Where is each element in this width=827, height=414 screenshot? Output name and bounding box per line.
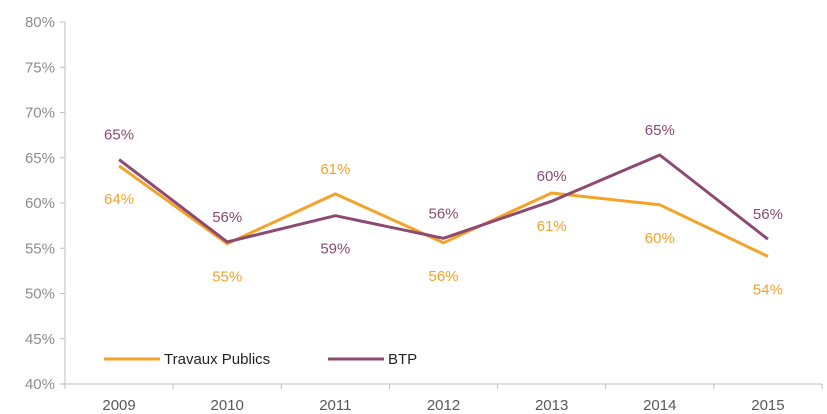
data-label-travaux-publics: 54% (753, 281, 783, 298)
data-label-btp: 56% (753, 206, 783, 223)
y-axis-ticks: 40% 45% 50% 55% 60% 65% 70% 75% 80% (25, 14, 65, 393)
x-tick-label: 2012 (427, 397, 460, 414)
y-tick-label: 80% (25, 14, 55, 31)
data-label-btp: 65% (104, 127, 134, 144)
x-axis-ticks: 2009 2010 2011 2012 2013 2014 2015 (64, 384, 823, 414)
data-label-btp: 59% (320, 241, 350, 258)
data-label-btp: 65% (645, 122, 675, 139)
y-tick-label: 55% (25, 240, 55, 257)
y-tick-label: 45% (25, 331, 55, 348)
data-label-travaux-publics: 56% (428, 268, 458, 285)
series-line-travaux-publics (118, 164, 769, 258)
legend: Travaux Publics BTP (104, 351, 417, 368)
y-tick-label: 60% (25, 195, 55, 212)
y-tick-label: 40% (25, 376, 55, 393)
data-labels: 64% 55% 61% 56% 61% 60% 54% 65% 56% 59% 56% 60% 65% 5… (104, 122, 783, 298)
x-tick-label: 2011 (319, 397, 351, 414)
x-tick-label: 2009 (102, 397, 135, 414)
data-label-travaux-publics: 64% (104, 191, 134, 208)
legend-label-travaux-publics: Travaux Publics (164, 351, 270, 368)
data-label-travaux-publics: 61% (320, 161, 350, 178)
y-tick-label: 70% (25, 105, 55, 122)
data-label-travaux-publics: 55% (212, 269, 242, 286)
y-tick-label: 50% (25, 286, 55, 303)
data-label-travaux-publics: 61% (537, 218, 567, 235)
data-label-btp: 60% (537, 168, 567, 185)
series-group (118, 153, 769, 258)
y-tick-label: 75% (25, 59, 55, 76)
data-label-travaux-publics: 60% (645, 230, 675, 247)
x-tick-label: 2010 (211, 397, 244, 414)
x-tick-label: 2015 (751, 397, 784, 414)
data-label-btp: 56% (428, 205, 458, 222)
series-line-btp (118, 153, 769, 244)
x-tick-label: 2013 (535, 397, 568, 414)
y-tick-label: 65% (25, 150, 55, 167)
x-tick-label: 2014 (643, 397, 676, 414)
legend-label-btp: BTP (388, 351, 417, 368)
data-label-btp: 56% (212, 209, 242, 226)
